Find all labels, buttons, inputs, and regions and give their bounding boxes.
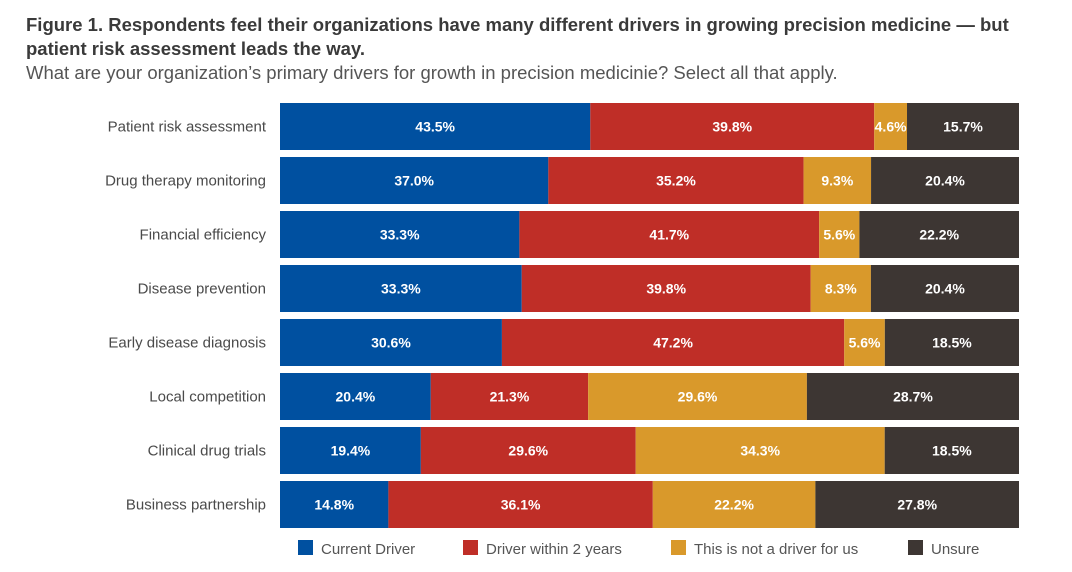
- bar-segment: [907, 103, 1019, 150]
- data-label: 39.8%: [646, 281, 686, 297]
- bar-segment: [844, 319, 885, 366]
- data-label: 30.6%: [371, 335, 411, 351]
- data-label: 47.2%: [653, 335, 693, 351]
- data-label: 4.6%: [875, 119, 907, 135]
- data-label: 29.6%: [508, 443, 548, 459]
- bar-segment: [588, 373, 807, 420]
- data-label: 33.3%: [380, 227, 420, 243]
- data-label: 5.6%: [849, 335, 881, 351]
- data-label: 9.3%: [821, 173, 853, 189]
- legend-swatch: [671, 540, 686, 555]
- data-label: 34.3%: [740, 443, 780, 459]
- bar-segment: [280, 319, 502, 366]
- bar-segment: [859, 211, 1019, 258]
- chart-subtitle: What are your organization’s primary dri…: [26, 62, 838, 83]
- bar-segment: [874, 103, 908, 150]
- data-label: 8.3%: [825, 281, 857, 297]
- data-label: 22.2%: [919, 227, 959, 243]
- bar-segment: [884, 427, 1019, 474]
- bar-segment: [815, 481, 1019, 528]
- bar-segment: [521, 265, 811, 312]
- bar-segment: [280, 211, 520, 258]
- bar-segment: [884, 319, 1019, 366]
- bar-segment: [280, 265, 522, 312]
- bars-group: Patient risk assessment 43.5% 39.8% 4.6% 15.…: [105, 103, 1019, 528]
- category-label: Drug therapy monitoring: [105, 173, 266, 190]
- data-label: 43.5%: [415, 119, 455, 135]
- legend-label: Driver within 2 years: [486, 541, 622, 558]
- bar-segment: [280, 103, 591, 150]
- data-label: 35.2%: [656, 173, 696, 189]
- category-label: Business partnership: [126, 497, 266, 514]
- bar-segment: [548, 157, 804, 204]
- data-label: 22.2%: [714, 497, 754, 513]
- bar-segment: [280, 481, 389, 528]
- category-label: Local competition: [149, 389, 266, 406]
- data-label: 27.8%: [897, 497, 937, 513]
- data-label: 14.8%: [314, 497, 354, 513]
- bar-segment: [870, 265, 1019, 312]
- bar-segment: [819, 211, 860, 258]
- bar-segment: [803, 157, 872, 204]
- data-label: 20.4%: [336, 389, 376, 405]
- bar-segment: [806, 373, 1019, 420]
- category-label: Financial efficiency: [140, 227, 267, 244]
- bar-segment: [871, 157, 1019, 204]
- bar-segment: [635, 427, 885, 474]
- bar-segment: [430, 373, 589, 420]
- data-label: 28.7%: [893, 389, 933, 405]
- data-label: 36.1%: [501, 497, 541, 513]
- data-label: 20.4%: [925, 173, 965, 189]
- data-label: 5.6%: [823, 227, 855, 243]
- bar-segment: [501, 319, 845, 366]
- data-label: 39.8%: [712, 119, 752, 135]
- bar-segment: [280, 373, 431, 420]
- data-label: 21.3%: [490, 389, 530, 405]
- legend-swatch: [463, 540, 478, 555]
- data-label: 33.3%: [381, 281, 421, 297]
- bar-segment: [519, 211, 820, 258]
- bar-segment: [652, 481, 816, 528]
- legend-swatch: [908, 540, 923, 555]
- legend-label: Current Driver: [321, 541, 415, 558]
- legend-label: Unsure: [931, 541, 979, 558]
- legend: Current Driver Driver within 2 years This …: [298, 540, 979, 558]
- data-label: 20.4%: [925, 281, 965, 297]
- bar-segment: [420, 427, 636, 474]
- category-label: Clinical drug trials: [148, 443, 266, 460]
- data-label: 18.5%: [932, 443, 972, 459]
- data-label: 37.0%: [394, 173, 434, 189]
- category-label: Early disease diagnosis: [108, 335, 266, 352]
- category-label: Disease prevention: [138, 281, 266, 298]
- data-label: 18.5%: [932, 335, 972, 351]
- data-label: 15.7%: [943, 119, 983, 135]
- data-label: 41.7%: [649, 227, 689, 243]
- data-label: 19.4%: [331, 443, 371, 459]
- data-label: 29.6%: [678, 389, 718, 405]
- chart-title: Figure 1. Respondents feel their organiz…: [26, 14, 1009, 59]
- category-label: Patient risk assessment: [108, 119, 267, 136]
- bar-segment: [388, 481, 653, 528]
- bar-segment: [280, 157, 549, 204]
- legend-swatch: [298, 540, 313, 555]
- bar-segment: [280, 427, 421, 474]
- legend-label: This is not a driver for us: [694, 541, 858, 558]
- bar-segment: [590, 103, 875, 150]
- bar-segment: [810, 265, 871, 312]
